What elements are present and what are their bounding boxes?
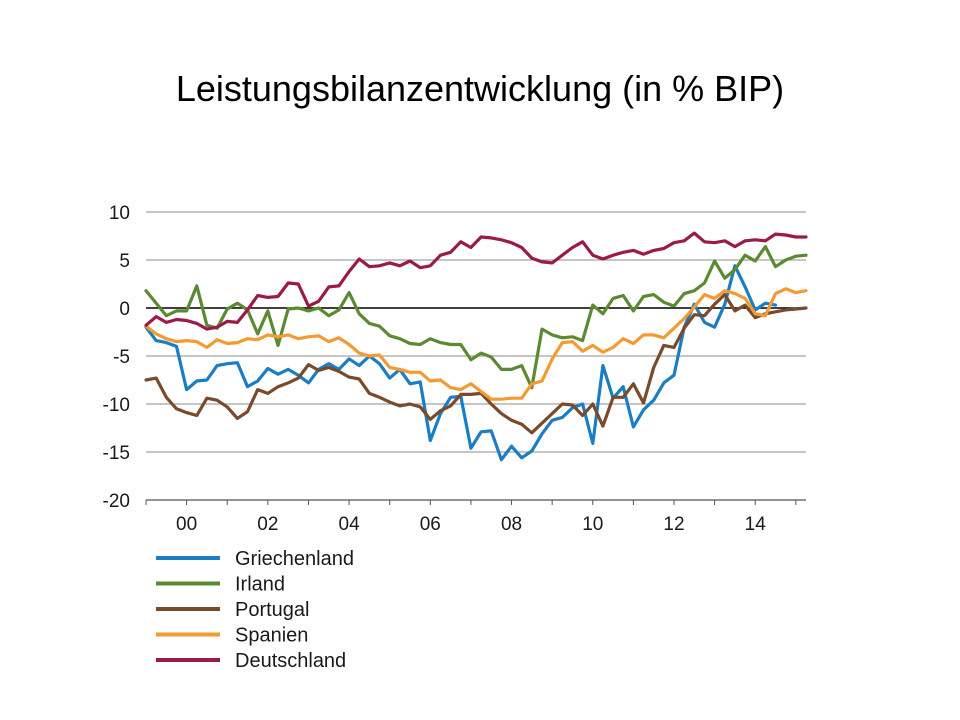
- legend-label: Griechenland: [235, 548, 354, 570]
- x-axis-ticks: 00 02 04 06 08 10 12 14: [146, 500, 806, 535]
- legend-label: Deutschland: [235, 650, 346, 672]
- legend-label: Irland: [235, 574, 285, 596]
- x-tick-label: 08: [501, 514, 522, 535]
- legend-label: Portugal: [235, 599, 310, 621]
- line-chart: 10 5 0 -5 -10 -15 -20 00 02 04 06 08 10 12 14 Grieche…: [0, 0, 960, 720]
- y-tick-label: -15: [103, 443, 130, 464]
- y-tick-label: -10: [103, 395, 130, 416]
- y-tick-label: 10: [109, 203, 130, 224]
- y-tick-label: 5: [119, 251, 130, 272]
- x-tick-label: 04: [339, 514, 361, 535]
- legend: Griechenland Irland Portugal Spanien Deutsch…: [156, 548, 354, 672]
- series-line-irland: [146, 247, 806, 388]
- y-axis-ticks: 10 5 0 -5 -10 -15 -20: [103, 203, 130, 512]
- series-line-griechenland: [146, 266, 776, 460]
- y-tick-label: -5: [113, 347, 130, 368]
- x-tick-label: 00: [176, 514, 197, 535]
- y-tick-label: 0: [119, 299, 130, 320]
- x-tick-label: 12: [663, 514, 684, 535]
- y-tick-label: -20: [103, 491, 130, 512]
- series-lines: [146, 233, 806, 460]
- x-tick-label: 10: [582, 514, 603, 535]
- x-tick-label: 14: [745, 514, 767, 535]
- legend-label: Spanien: [235, 625, 308, 647]
- x-tick-label: 06: [420, 514, 441, 535]
- x-tick-label: 02: [257, 514, 278, 535]
